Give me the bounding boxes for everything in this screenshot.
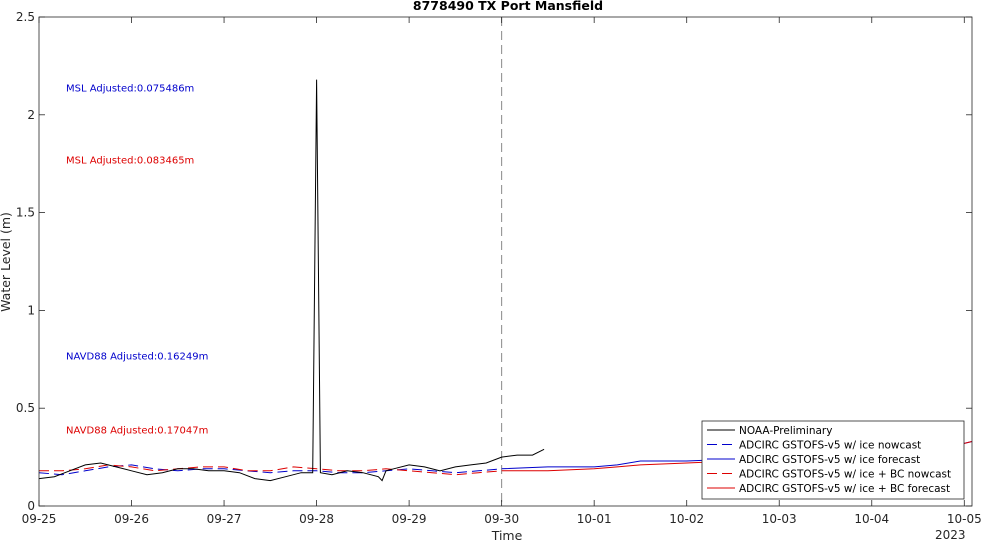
legend-entry: ADCIRC GSTOFS-v5 w/ ice + BC nowcast <box>739 469 951 481</box>
legend: NOAA-Preliminary ADCIRC GSTOFS-v5 w/ ice … <box>701 420 965 500</box>
y-tick-label: 0 <box>27 499 35 513</box>
x-tick-label: 10-04 <box>854 512 889 526</box>
y-axis-label: Water Level (m) <box>0 212 13 312</box>
x-tick-label: 10-02 <box>669 512 704 526</box>
series-line-1 <box>38 464 502 476</box>
y-tick-label: 1 <box>27 303 35 317</box>
x-year-label: 2023 <box>935 528 966 541</box>
x-tick-label: 09-30 <box>484 512 519 526</box>
x-tick-label: 10-01 <box>577 512 612 526</box>
x-tick-label: 09-27 <box>207 512 242 526</box>
y-tick-label: 2 <box>27 108 35 122</box>
legend-entry: ADCIRC GSTOFS-v5 w/ ice + BC forecast <box>739 483 950 495</box>
datum-annotation: MSL Adjusted:0.075486m <box>66 83 194 94</box>
datum-annotation: MSL Adjusted:0.083465m <box>66 156 194 167</box>
chart-title: 8778490 TX Port Mansfield <box>413 0 603 13</box>
x-tick-label: 09-28 <box>299 512 334 526</box>
y-tick-label: 1.5 <box>16 206 35 220</box>
legend-entry: ADCIRC GSTOFS-v5 w/ ice nowcast <box>739 440 921 452</box>
series-line-3 <box>39 464 502 476</box>
x-tick-label: 09-25 <box>22 512 57 526</box>
legend-entry: NOAA-Preliminary <box>739 425 832 437</box>
x-tick-label: 09-26 <box>114 512 149 526</box>
y-tick-label: 2.5 <box>16 10 35 24</box>
legend-box <box>701 420 965 500</box>
series-line-0 <box>38 79 545 482</box>
datum-annotation: NAVD88 Adjusted:0.16249m <box>66 351 208 362</box>
x-tick-label: 10-05 <box>947 512 982 526</box>
datum-annotation: NAVD88 Adjusted:0.17047m <box>66 426 208 437</box>
x-axis-label: Time <box>491 528 523 541</box>
y-tick-label: 0.5 <box>16 401 35 415</box>
x-tick-label: 09-29 <box>392 512 427 526</box>
plot-area <box>38 16 973 507</box>
legend-entry: ADCIRC GSTOFS-v5 w/ ice forecast <box>739 454 920 466</box>
x-tick-label: 10-03 <box>762 512 797 526</box>
